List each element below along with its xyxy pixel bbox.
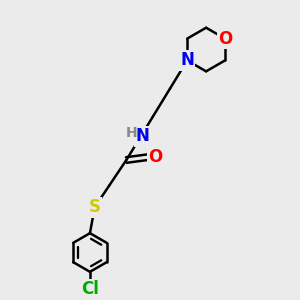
Text: S: S: [88, 198, 101, 216]
Text: O: O: [148, 148, 163, 166]
Text: N: N: [180, 51, 194, 69]
Text: H: H: [126, 126, 137, 140]
Text: O: O: [218, 30, 232, 48]
Text: Cl: Cl: [81, 280, 99, 298]
Text: N: N: [136, 127, 149, 145]
